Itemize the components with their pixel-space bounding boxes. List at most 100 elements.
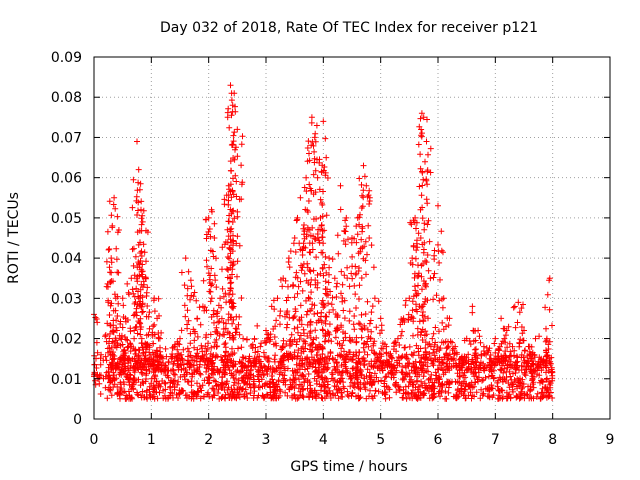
- data-point: [431, 270, 438, 277]
- data-point: [239, 133, 246, 140]
- y-tick-label: 0.09: [51, 50, 82, 66]
- data-point: [201, 307, 208, 314]
- data-point: [132, 350, 139, 357]
- data-point: [208, 282, 214, 289]
- data-point-peak: [156, 335, 163, 342]
- data-point: [136, 319, 143, 326]
- data-point: [313, 393, 319, 400]
- data-point: [138, 369, 145, 376]
- data-point: [328, 301, 335, 308]
- data-point-peak: [294, 214, 301, 221]
- data-point: [224, 109, 231, 116]
- data-point: [304, 264, 311, 271]
- data-point-peak: [515, 299, 522, 306]
- data-point: [301, 235, 308, 242]
- data-point: [361, 375, 367, 382]
- data-point: [422, 348, 429, 355]
- data-point: [174, 346, 181, 353]
- data-point: [106, 312, 113, 318]
- data-point: [430, 346, 437, 353]
- data-point: [227, 314, 234, 321]
- data-point: [536, 333, 543, 340]
- data-point: [197, 395, 204, 402]
- data-point: [333, 386, 340, 393]
- data-point: [375, 378, 382, 385]
- data-point: [347, 376, 354, 382]
- data-point: [141, 281, 147, 288]
- data-point: [484, 349, 491, 356]
- data-point: [317, 196, 324, 203]
- data-point: [129, 395, 136, 402]
- data-point: [226, 212, 233, 219]
- data-point: [313, 352, 320, 358]
- data-point: [298, 267, 305, 274]
- data-point: [295, 329, 301, 336]
- data-point: [284, 308, 291, 315]
- data-point: [378, 345, 385, 352]
- data-point: [235, 321, 242, 328]
- data-point: [150, 386, 157, 393]
- data-point: [322, 330, 329, 337]
- data-point-peak: [111, 194, 118, 201]
- data-point: [498, 367, 505, 374]
- data-point: [342, 241, 349, 248]
- data-point: [379, 362, 386, 369]
- data-point: [243, 336, 250, 343]
- data-point: [358, 236, 365, 243]
- data-point: [114, 313, 121, 319]
- data-point: [151, 331, 158, 338]
- data-point: [422, 359, 429, 366]
- data-point: [98, 351, 105, 358]
- data-point: [256, 378, 263, 385]
- data-point: [549, 375, 556, 382]
- data-point: [332, 366, 339, 372]
- data-point: [357, 379, 364, 386]
- data-point: [366, 187, 373, 194]
- data-point: [239, 179, 246, 186]
- data-point: [132, 253, 139, 260]
- data-point: [135, 392, 142, 399]
- data-point: [419, 169, 426, 176]
- data-point: [442, 369, 449, 376]
- data-point: [443, 360, 450, 367]
- data-point: [130, 312, 137, 319]
- data-point: [494, 383, 501, 390]
- data-point: [347, 338, 354, 345]
- data-point: [108, 269, 115, 276]
- data-point: [108, 300, 115, 307]
- data-point: [310, 267, 317, 274]
- data-point: [435, 241, 441, 248]
- data-point: [418, 126, 425, 133]
- data-point: [328, 338, 335, 345]
- data-point: [359, 228, 366, 235]
- data-point: [120, 379, 127, 385]
- data-point: [491, 362, 498, 369]
- data-point: [112, 205, 119, 212]
- data-point: [424, 252, 431, 258]
- data-point: [105, 246, 112, 253]
- data-point-peak: [171, 343, 178, 350]
- data-point: [187, 330, 194, 337]
- data-point: [386, 360, 393, 367]
- data-point: [374, 354, 381, 361]
- data-point: [349, 390, 356, 397]
- data-point: [351, 326, 358, 333]
- data-point: [230, 132, 237, 139]
- data-point: [132, 358, 139, 365]
- data-point: [227, 298, 234, 304]
- data-point: [222, 290, 229, 297]
- data-point: [185, 317, 192, 324]
- data-point: [293, 361, 300, 368]
- data-point: [425, 315, 431, 322]
- data-point: [529, 351, 536, 358]
- data-point: [321, 261, 328, 268]
- data-point: [396, 360, 403, 367]
- data-point: [302, 244, 309, 251]
- data-point: [320, 188, 326, 195]
- data-point: [326, 321, 333, 328]
- data-point: [119, 341, 126, 348]
- data-point: [230, 258, 237, 265]
- data-point: [289, 367, 296, 374]
- data-point-peak: [165, 367, 172, 374]
- data-point: [247, 390, 254, 396]
